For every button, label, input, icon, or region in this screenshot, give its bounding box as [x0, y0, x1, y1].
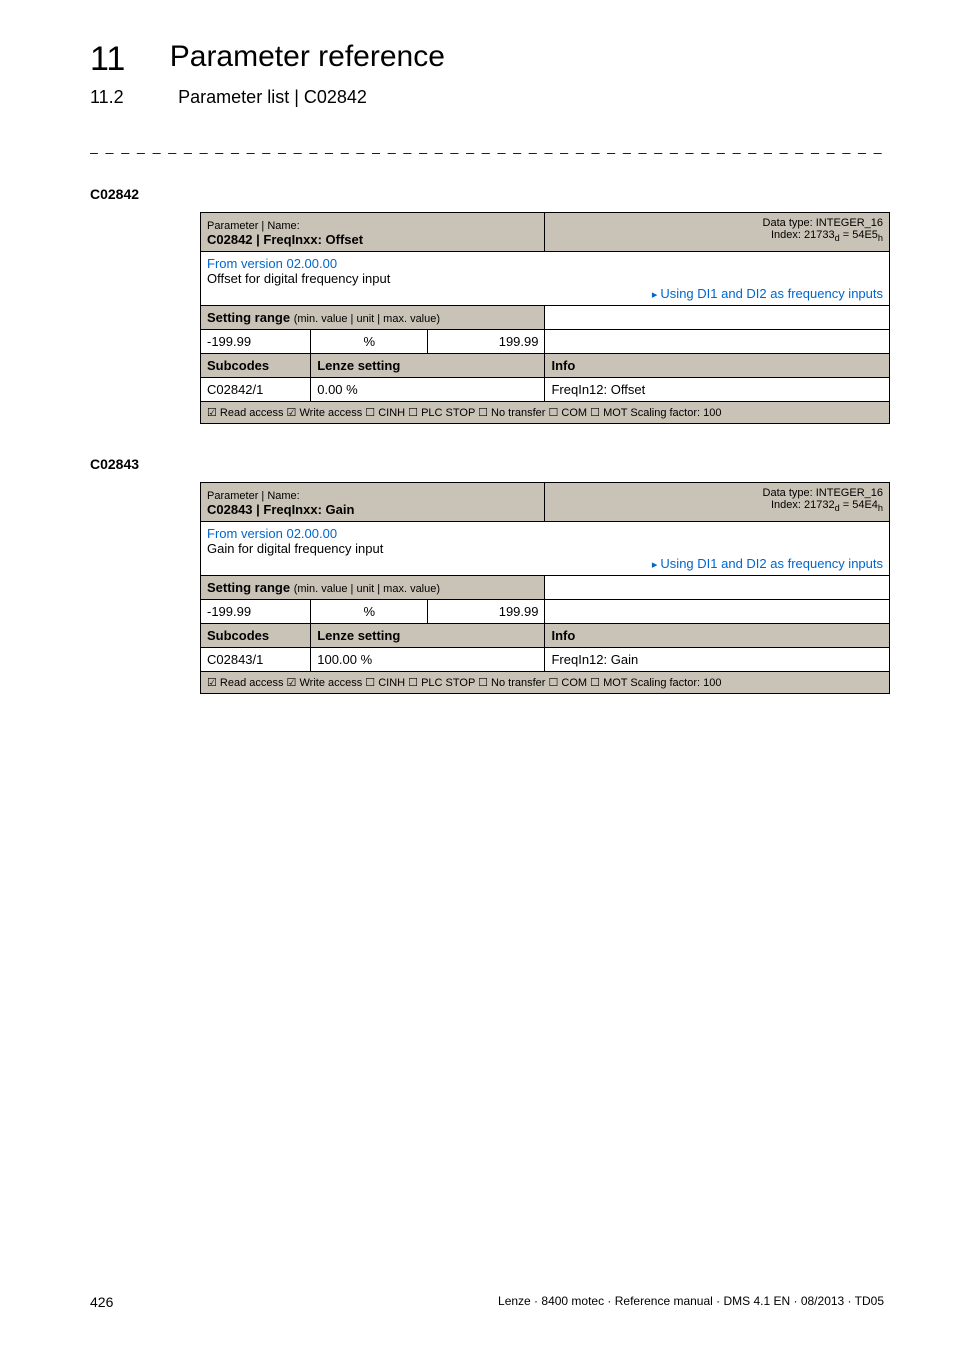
data-type: Data type: INTEGER_16	[763, 487, 883, 499]
subcode-info: FreqIn12: Offset	[545, 378, 890, 402]
setting-range-sub: (min. value | unit | max. value)	[294, 583, 440, 595]
version-link[interactable]: From version 02.00.00	[207, 526, 337, 541]
setting-range-label: Setting range	[207, 310, 290, 325]
version-link[interactable]: From version 02.00.00	[207, 256, 337, 271]
freq-inputs-link[interactable]: Using DI1 and DI2 as frequency inputs	[652, 556, 883, 571]
data-type: Data type: INTEGER_16	[763, 217, 883, 229]
param-header-value: C02843 | FreqInxx: Gain	[207, 502, 354, 517]
chapter-title: Parameter reference	[170, 40, 445, 74]
index-line: Index: 21732d = 54E4h	[771, 499, 883, 511]
subcode-info: FreqIn12: Gain	[545, 648, 890, 672]
param-id: C02843	[90, 456, 884, 472]
unit: %	[311, 330, 428, 354]
access-row: ☑ Read access ☑ Write access ☐ CINH ☐ PL…	[201, 402, 890, 424]
subcodes-label: Subcodes	[201, 354, 311, 378]
separator: _ _ _ _ _ _ _ _ _ _ _ _ _ _ _ _ _ _ _ _ …	[90, 138, 884, 154]
freq-inputs-link[interactable]: Using DI1 and DI2 as frequency inputs	[652, 286, 883, 301]
min-value: -199.99	[201, 330, 311, 354]
param-header-label: Parameter | Name:	[207, 220, 300, 232]
setting-range-label: Setting range	[207, 580, 290, 595]
unit: %	[311, 600, 428, 624]
access-row: ☑ Read access ☑ Write access ☐ CINH ☐ PL…	[201, 672, 890, 694]
subcode-code: C02843/1	[201, 648, 311, 672]
section-title: Parameter list | C02842	[178, 87, 367, 108]
setting-range-sub: (min. value | unit | max. value)	[294, 313, 440, 325]
info-label: Info	[545, 624, 890, 648]
index-line: Index: 21733d = 54E5h	[771, 229, 883, 241]
section-number: 11.2	[90, 87, 124, 108]
subcodes-label: Subcodes	[201, 624, 311, 648]
subcode-code: C02842/1	[201, 378, 311, 402]
max-value: 199.99	[428, 600, 545, 624]
page-number: 426	[90, 1294, 113, 1310]
param-desc: Offset for digital frequency input	[207, 271, 390, 286]
lenze-label: Lenze setting	[311, 354, 545, 378]
info-label: Info	[545, 354, 890, 378]
param-id: C02842	[90, 186, 884, 202]
subcode-value: 100.00 %	[311, 648, 545, 672]
param-table: Parameter | Name: C02843 | FreqInxx: Gai…	[200, 482, 890, 694]
chapter-number: 11	[90, 40, 125, 79]
param-desc: Gain for digital frequency input	[207, 541, 383, 556]
footer-text: Lenze · 8400 motec · Reference manual · …	[498, 1294, 884, 1310]
param-header-label: Parameter | Name:	[207, 490, 300, 502]
min-value: -199.99	[201, 600, 311, 624]
param-header-value: C02842 | FreqInxx: Offset	[207, 232, 363, 247]
lenze-label: Lenze setting	[311, 624, 545, 648]
param-table: Parameter | Name: C02842 | FreqInxx: Off…	[200, 212, 890, 424]
subcode-value: 0.00 %	[311, 378, 545, 402]
max-value: 199.99	[428, 330, 545, 354]
